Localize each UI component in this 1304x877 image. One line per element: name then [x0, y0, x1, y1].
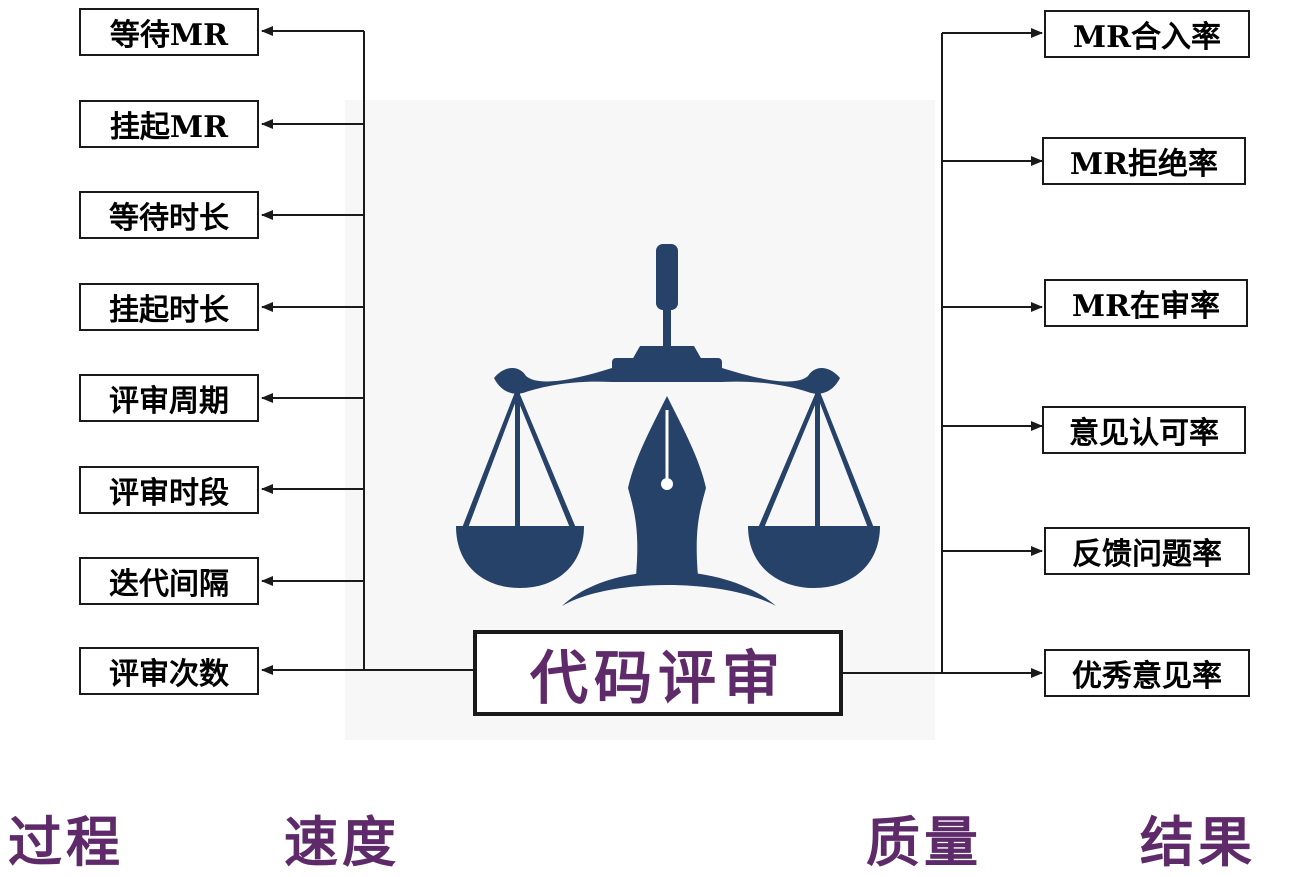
footer-speed: 速度: [284, 811, 400, 874]
footer-process: 过程: [8, 811, 124, 874]
center-label: 代码评审: [529, 644, 786, 712]
footer-quality: 质量: [866, 811, 982, 874]
left-item-wait-duration: 等待时长: [79, 191, 259, 239]
right-item-mr-in-review-rate: MR在审率: [1044, 279, 1248, 327]
pen-nib-detail: [661, 410, 673, 490]
left-item-suspend-duration: 挂起时长: [79, 283, 259, 331]
right-item-excellent-comment-rate: 优秀意见率: [1044, 649, 1250, 697]
center-label-box: 代码评审: [473, 630, 843, 716]
right-item-mr-merge-rate: MR合入率: [1044, 10, 1250, 58]
left-item-iteration-interval: 迭代间隔: [79, 557, 259, 605]
right-item-mr-reject-rate: MR拒绝率: [1042, 137, 1246, 185]
left-connectors: [261, 26, 473, 675]
left-item-review-period: 评审时段: [79, 466, 259, 514]
right-connectors: [843, 28, 1043, 678]
right-item-feedback-issue-rate: 反馈问题率: [1044, 527, 1250, 575]
right-item-comment-accept-rate: 意见认可率: [1042, 406, 1246, 454]
footer-result: 结果: [1140, 811, 1256, 874]
left-item-wait-mr: 等待MR: [79, 8, 259, 56]
left-item-suspend-mr: 挂起MR: [79, 100, 259, 148]
left-item-review-count: 评审次数: [79, 647, 259, 695]
left-item-review-cycle: 评审周期: [79, 374, 259, 422]
